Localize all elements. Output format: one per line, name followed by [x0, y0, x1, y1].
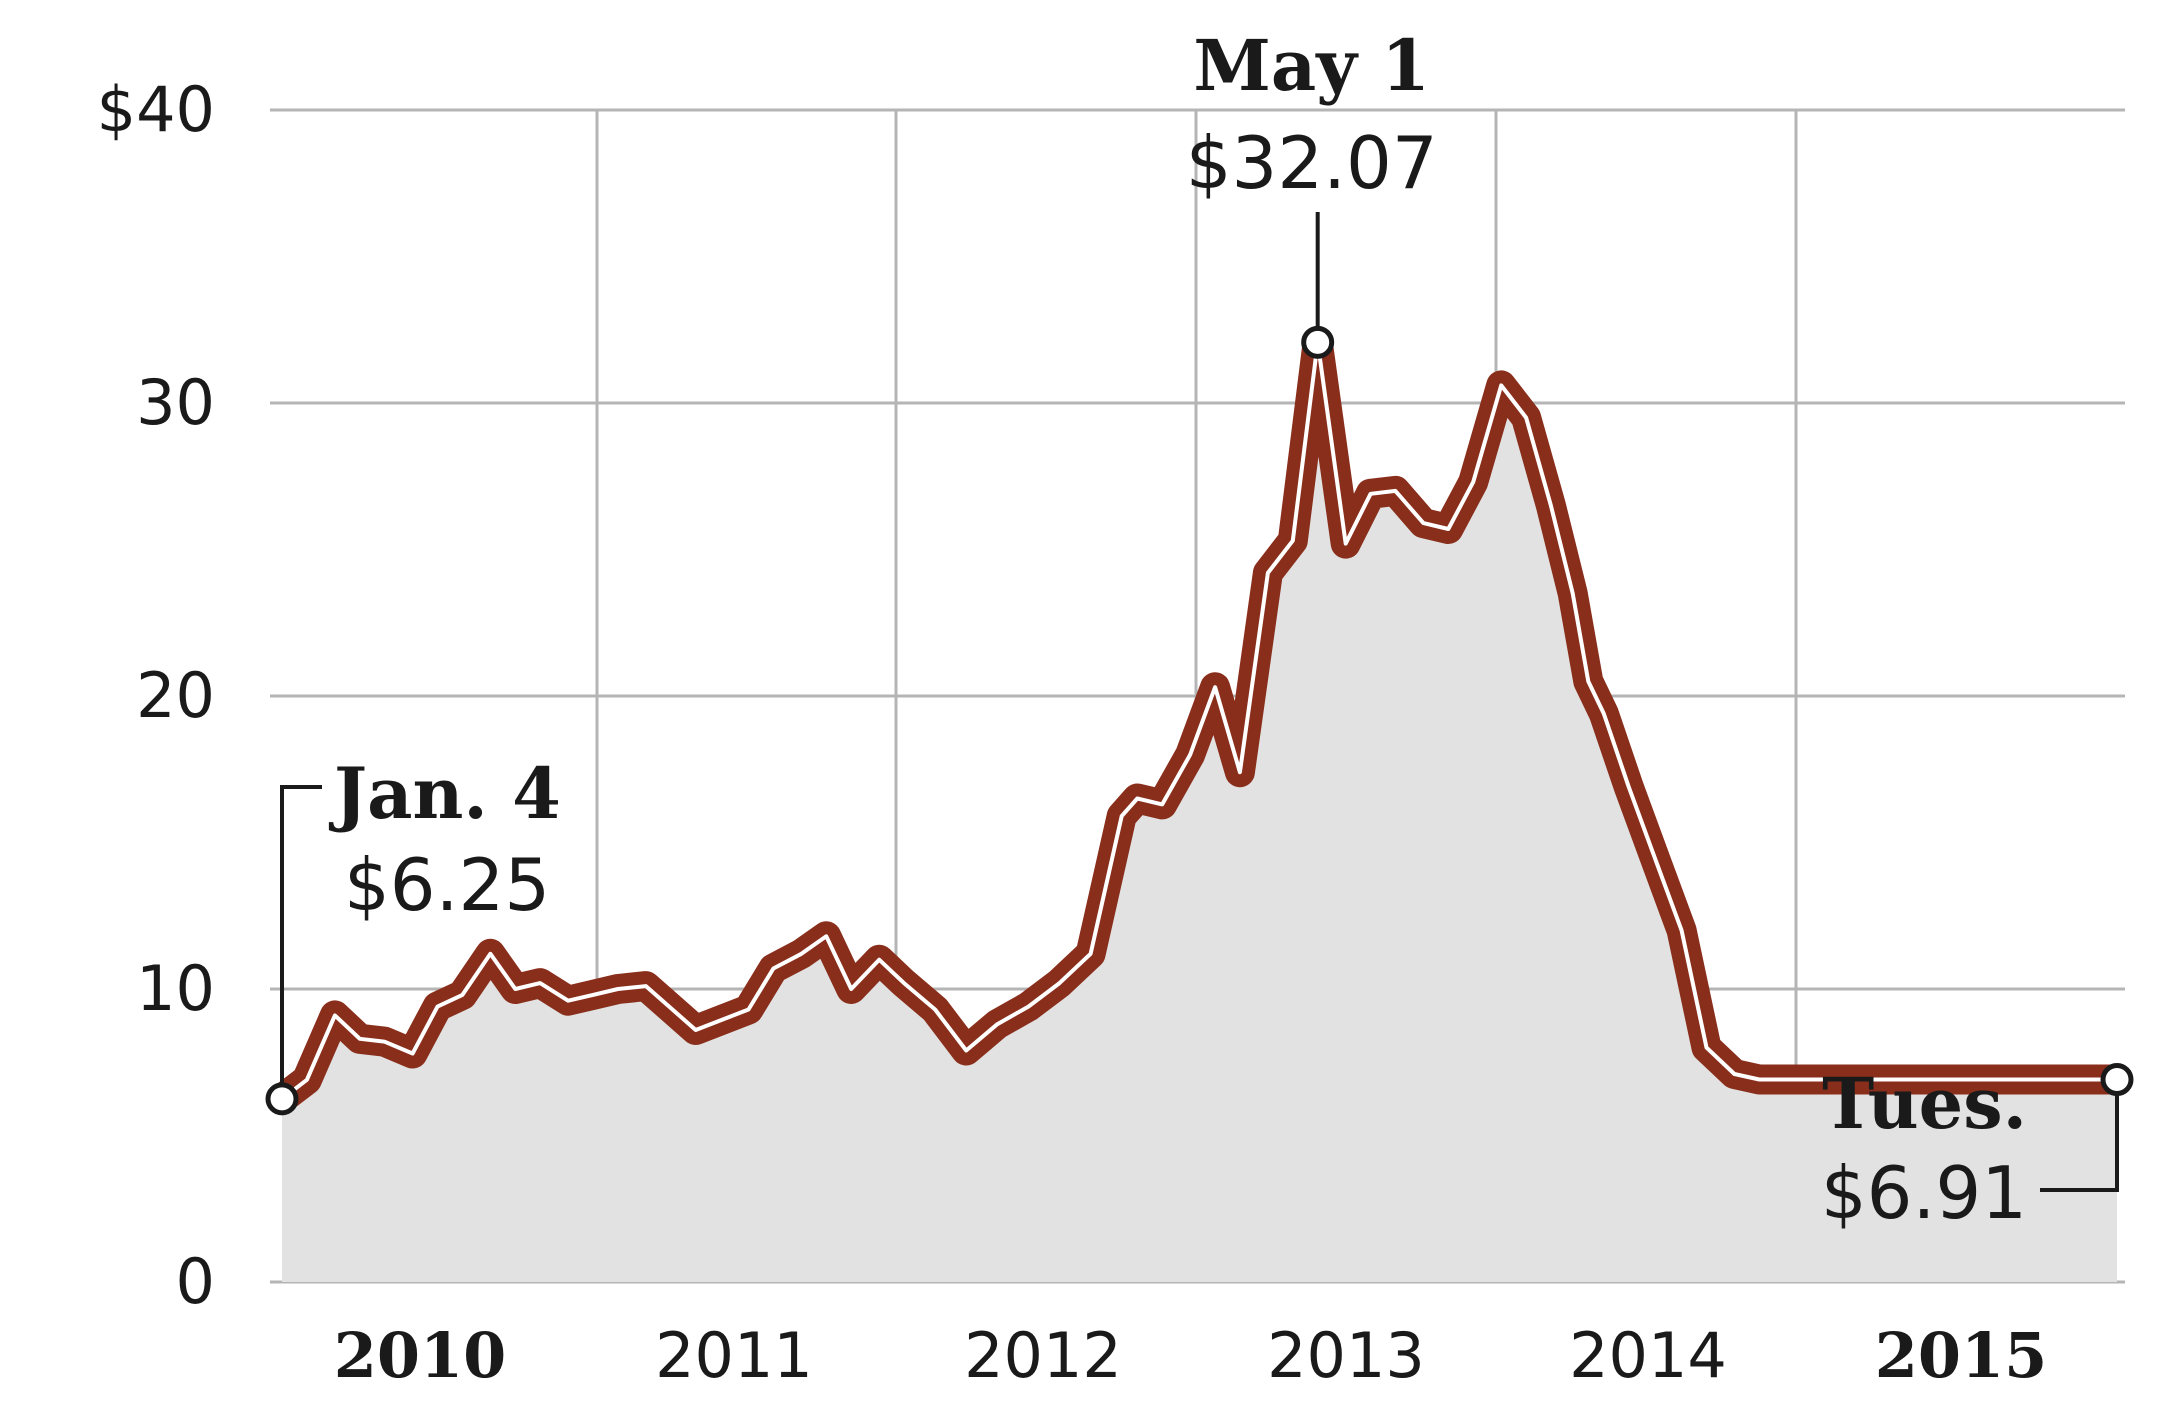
y-tick-label: 0 — [176, 1245, 215, 1318]
annotation-leader-jan4 — [280, 785, 322, 1099]
annotation-marker — [265, 1082, 299, 1116]
price-line-highlight — [280, 340, 2119, 1101]
y-axis-ticks: $40 30 20 10 0 — [97, 73, 215, 1318]
annotation-leader-tues — [2040, 1079, 2119, 1192]
price-area-fill — [282, 342, 2117, 1282]
annotation-value-jan4: $6.25 — [344, 843, 550, 927]
annotation-date-may1: May 1 — [1193, 24, 1430, 107]
x-axis-ticks: 2010 2011 2012 2013 2014 2015 — [334, 1319, 2048, 1392]
x-tick-label: 2015 — [1875, 1319, 2048, 1392]
annotation-value-may1: $32.07 — [1186, 121, 1438, 205]
annotation-marker — [2100, 1063, 2134, 1097]
x-tick-label: 2013 — [1267, 1319, 1425, 1392]
y-tick-label: 30 — [136, 366, 215, 439]
y-tick-label: $40 — [97, 73, 215, 146]
annotation-value-tues: $6.91 — [1821, 1151, 2027, 1235]
x-tick-label: 2011 — [655, 1319, 813, 1392]
annotations: Jan. 4$6.25 May 1 $32.07 Tues.$6.91 — [265, 24, 2134, 1235]
x-tick-label: 2014 — [1569, 1319, 1727, 1392]
annotation-marker — [1301, 325, 1335, 359]
annotation-date-jan4: Jan. 4 — [328, 752, 561, 835]
annotation-date-tues: Tues. — [1822, 1062, 2027, 1145]
y-tick-label: 10 — [136, 952, 215, 1025]
y-tick-label: 20 — [136, 659, 215, 732]
x-tick-label: 2012 — [964, 1319, 1122, 1392]
x-tick-label: 2010 — [334, 1319, 507, 1392]
